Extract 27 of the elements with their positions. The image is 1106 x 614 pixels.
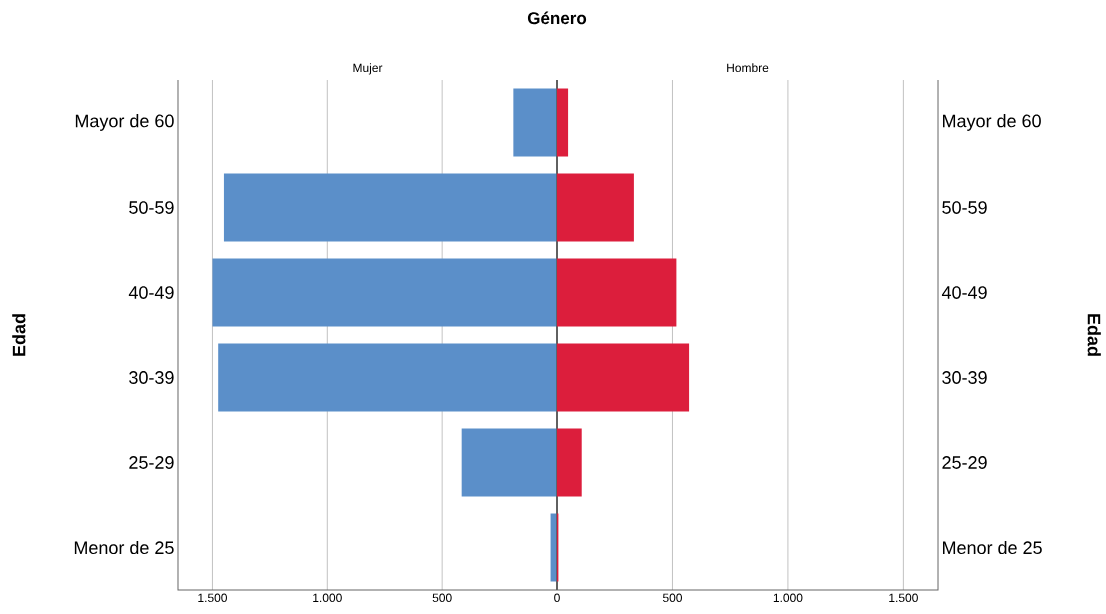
chart-subtitle: Hombre [727,63,769,73]
y-tick-label: 40-49 [941,286,987,299]
y-tick-label: 40-49 [128,286,174,299]
y-axis-title: Edad [12,314,26,356]
bar [557,428,582,497]
y-tick-label: Menor de 25 [74,540,174,555]
y-tick-label: 25-29 [129,456,174,469]
x-tick-label: 500 [662,593,683,603]
y-tick-label: 25-29 [942,456,987,469]
y-tick-label: 50-59 [129,201,174,214]
y-tick-label: 50-59 [942,201,987,214]
y-tick-label: 30-39 [129,371,174,384]
bar [557,173,634,242]
x-tick-label: 0 [554,593,560,603]
x-tick-label: 1.500 [198,593,227,603]
chart-title: Género [527,11,587,25]
bar [557,88,569,157]
x-tick-label: 1.000 [773,593,803,603]
chart-subtitle: Mujer [353,63,383,75]
x-tick-label: 500 [432,593,452,603]
y-axis-title: Edad [1087,314,1101,356]
x-tick-label: 1.500 [889,593,918,603]
y-tick-label: Mayor de 60 [75,114,174,131]
y-tick-label: Mayor de 60 [943,114,1041,131]
y-tick-label: 30-39 [942,371,987,384]
x-tick-label: 1.000 [313,593,342,603]
y-tick-label: Menor de 25 [943,540,1042,555]
